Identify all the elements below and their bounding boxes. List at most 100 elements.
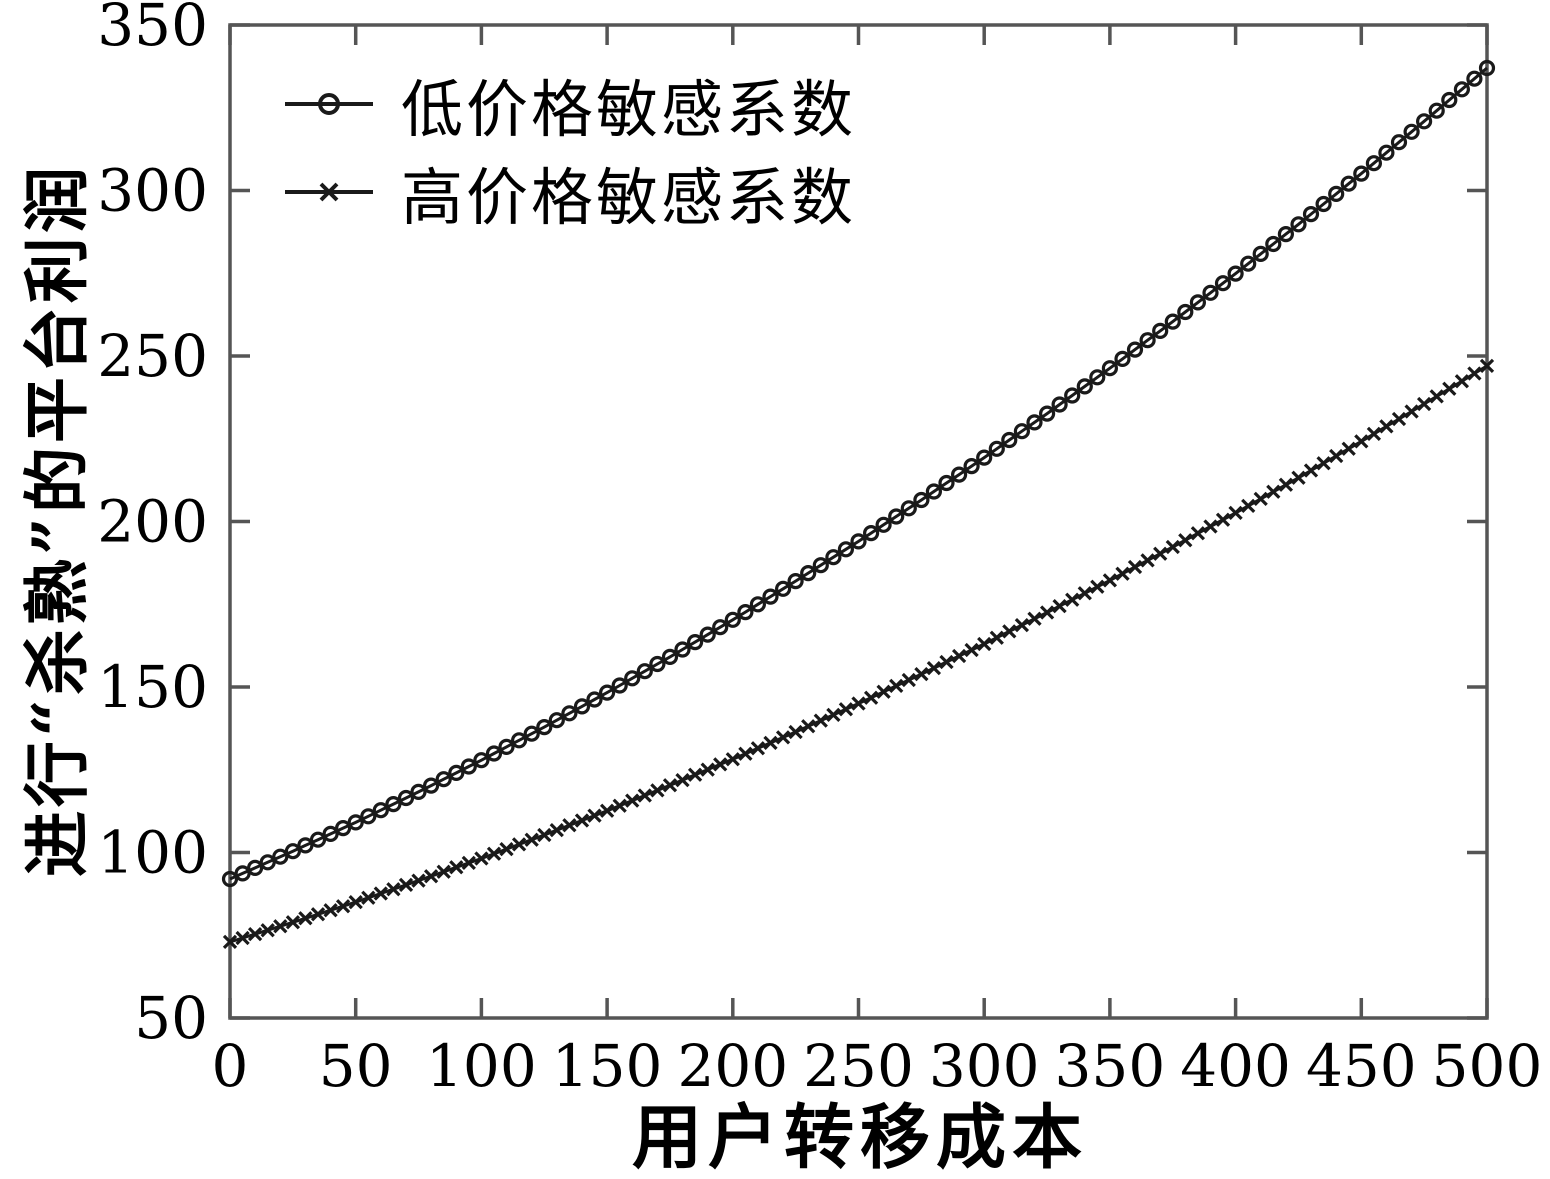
data-marker-x	[386, 882, 401, 897]
data-marker-circle	[950, 466, 968, 483]
data-marker-x	[1039, 605, 1055, 620]
data-marker-x	[951, 648, 967, 664]
data-marker-x	[361, 890, 376, 905]
data-marker-circle	[1038, 405, 1056, 422]
data-marker-x	[700, 762, 715, 777]
x-tick-label: 50	[319, 1032, 393, 1100]
data-marker-x	[687, 767, 703, 782]
data-marker-circle	[1026, 414, 1043, 431]
data-marker-x	[549, 822, 564, 838]
data-marker-circle	[1214, 275, 1232, 292]
data-marker-x	[851, 696, 866, 711]
data-marker-x	[411, 873, 426, 888]
data-marker-circle	[649, 655, 666, 673]
data-marker-circle	[1189, 294, 1207, 311]
data-marker-x	[599, 803, 615, 818]
data-marker-circle	[1114, 350, 1131, 367]
data-marker-x	[335, 899, 351, 914]
data-marker-circle	[1428, 102, 1445, 119]
data-marker-circle	[1101, 360, 1119, 377]
data-marker-circle	[221, 870, 239, 888]
data-marker-x	[574, 813, 590, 828]
x-tick-label: 200	[677, 1032, 788, 1100]
data-marker-x	[247, 926, 263, 942]
data-marker-circle	[1478, 59, 1496, 77]
data-marker-circle	[611, 677, 628, 694]
legend-circle-marker-icon	[285, 93, 373, 115]
data-marker-x	[1014, 617, 1030, 633]
data-marker-x	[1429, 389, 1444, 404]
data-marker-x	[1341, 441, 1356, 456]
data-marker-circle	[284, 843, 301, 860]
data-marker-x	[310, 907, 326, 922]
data-marker-circle	[900, 500, 917, 517]
data-marker-x	[1115, 566, 1130, 581]
data-marker-x	[1027, 611, 1042, 626]
data-marker-circle	[448, 764, 465, 782]
data-marker-circle	[988, 440, 1005, 457]
data-marker-x	[260, 923, 275, 938]
data-marker-circle	[272, 848, 289, 865]
data-marker-circle	[661, 648, 679, 666]
data-marker-circle	[1378, 144, 1395, 161]
data-marker-circle	[1164, 313, 1181, 330]
data-marker-circle	[712, 619, 729, 636]
data-marker-circle	[1126, 341, 1144, 358]
data-marker-x	[486, 846, 502, 861]
data-marker-circle	[1353, 165, 1370, 182]
data-marker-circle	[636, 663, 653, 680]
data-marker-x	[1479, 358, 1495, 374]
data-marker-circle	[888, 508, 905, 525]
data-marker-circle	[963, 458, 980, 475]
x-tick-label: 150	[552, 1032, 663, 1100]
data-marker-circle	[699, 626, 716, 643]
data-marker-circle	[1152, 322, 1169, 339]
x-tick-label: 450	[1306, 1032, 1417, 1100]
data-marker-x	[298, 911, 313, 926]
data-marker-circle	[1277, 226, 1295, 243]
data-marker-x	[285, 915, 301, 930]
data-marker-x	[1266, 484, 1281, 499]
data-marker-circle	[1453, 81, 1471, 98]
data-marker-circle	[812, 557, 829, 574]
data-marker-x	[713, 757, 728, 772]
legend-label-high-sensitivity: 高价格敏感系数	[401, 161, 857, 234]
data-marker-circle	[1302, 206, 1320, 223]
data-marker-circle	[1252, 245, 1269, 262]
data-marker-circle	[360, 808, 377, 825]
data-marker-circle	[913, 491, 930, 509]
x-tick-label: 0	[212, 1032, 249, 1100]
data-marker-circle	[1403, 123, 1420, 140]
data-marker-x	[1316, 456, 1331, 471]
data-marker-x	[675, 772, 690, 788]
data-marker-x	[788, 724, 803, 740]
data-marker-circle	[510, 732, 528, 749]
x-axis-label: 用户转移成本	[632, 1095, 1088, 1179]
data-marker-x	[838, 702, 854, 717]
data-marker-x	[826, 707, 841, 723]
data-marker-x	[587, 808, 602, 823]
data-marker-x	[1077, 586, 1092, 601]
data-marker-circle	[724, 611, 741, 628]
data-marker-circle	[1177, 303, 1194, 321]
data-marker-x	[511, 837, 527, 852]
data-marker-circle	[1089, 369, 1106, 386]
data-marker-circle	[460, 758, 477, 775]
data-marker-x	[1467, 366, 1482, 381]
data-marker-x	[977, 636, 992, 652]
x-tick-label: 400	[1180, 1032, 1291, 1100]
data-marker-x	[939, 654, 954, 670]
y-tick-label: 150	[97, 653, 208, 721]
data-marker-circle	[1227, 265, 1244, 282]
data-marker-x	[813, 713, 828, 728]
data-marker-x	[537, 827, 552, 843]
data-marker-x	[926, 660, 942, 676]
data-marker-circle	[1265, 235, 1282, 253]
data-marker-x	[1153, 546, 1168, 561]
data-marker-circle	[1139, 332, 1156, 349]
data-marker-x	[423, 869, 439, 884]
data-marker-x	[914, 666, 929, 682]
data-marker-x	[1090, 579, 1105, 594]
data-marker-x	[1291, 470, 1306, 485]
data-marker-x	[398, 877, 414, 893]
